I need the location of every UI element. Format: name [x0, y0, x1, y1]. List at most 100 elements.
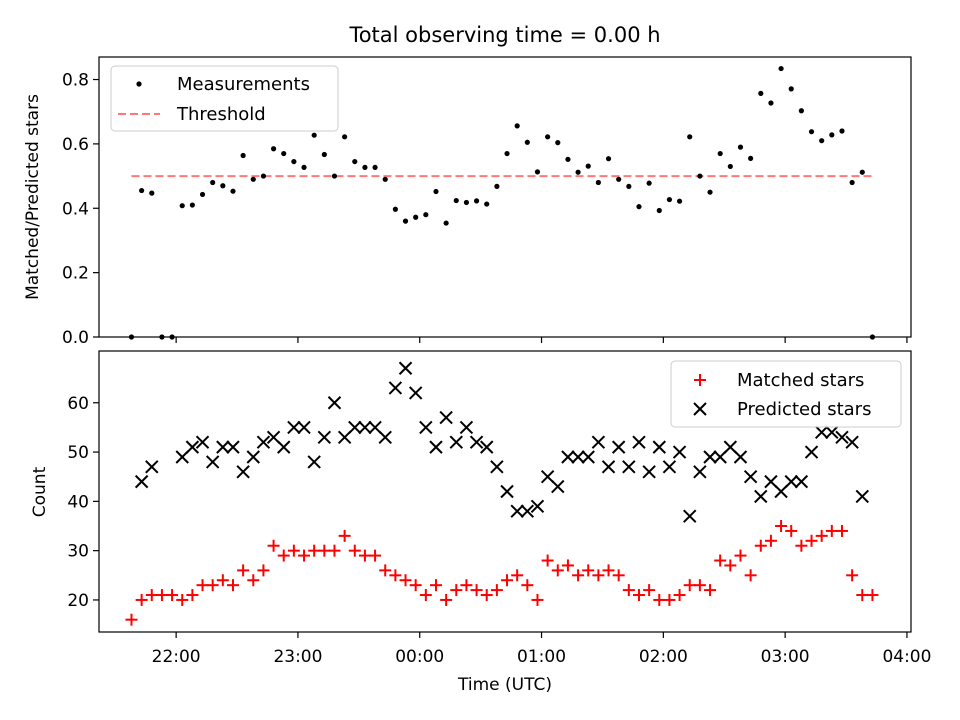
matched-star-point [196, 579, 209, 592]
matched-star-point [450, 584, 463, 597]
measurement-point [179, 203, 185, 209]
measurement-point [798, 108, 804, 114]
predicted-star-point [683, 509, 697, 523]
matched-star-point [247, 574, 260, 587]
predicted-star-point [388, 381, 403, 395]
matched-star-point [348, 544, 361, 557]
matched-star-point [714, 554, 727, 567]
predicted-x-b [510, 504, 524, 518]
measurement-point [676, 198, 683, 204]
measurement-point [737, 144, 744, 150]
legend-predicted-marker [693, 402, 707, 416]
measurement-point [697, 173, 703, 179]
predicted-star-point [845, 435, 859, 449]
matched-star-point [572, 569, 585, 582]
legend-matched-label: Matched stars [737, 370, 864, 391]
matched-star-point [399, 574, 412, 587]
matched-star-point [754, 539, 767, 552]
predicted-star-point [723, 440, 738, 454]
matched-star-point [653, 593, 666, 606]
predicted-star-point [317, 430, 332, 444]
predicted-x-b [683, 509, 697, 523]
measurement-point [636, 204, 642, 210]
predicted-star-point [287, 420, 301, 435]
predicted-star-point [774, 484, 788, 499]
predicted-star-point [784, 474, 798, 489]
matched-star-point [643, 584, 656, 597]
x-tick-label: 02:00 [639, 647, 688, 667]
matched-star-point [724, 559, 737, 572]
bottom-plot-area [125, 361, 879, 626]
predicted-x-b [337, 430, 352, 444]
predicted-x-b [581, 450, 595, 464]
measurement-point [839, 128, 845, 134]
measurement-point [362, 164, 368, 170]
measurement-point [210, 179, 216, 186]
predicted-x-b [540, 470, 555, 484]
matched-star-point [805, 534, 818, 547]
predicted-x-b [469, 435, 484, 449]
predicted-star-point [439, 410, 453, 425]
predicted-x-b [723, 440, 738, 454]
matched-star-point [521, 579, 534, 592]
matched-star-point [785, 524, 798, 537]
predicted-star-point [540, 470, 555, 484]
measurement-point [311, 132, 317, 138]
matched-star-point [602, 564, 615, 577]
measurement-point [575, 169, 581, 175]
predicted-x-b [591, 435, 606, 449]
measurement-point [189, 202, 195, 208]
measurement-point [372, 164, 378, 170]
predicted-x-b [784, 474, 798, 489]
matched-star-point [389, 569, 402, 582]
predicted-x-b [145, 460, 159, 474]
predicted-x-b [490, 460, 504, 474]
measurement-point [788, 86, 794, 92]
matched-star-point [815, 529, 828, 542]
top-y-tick-label: 0.2 [62, 264, 89, 284]
predicted-x-b [297, 420, 311, 435]
measurement-point [230, 188, 236, 194]
measurement-point [849, 179, 855, 186]
matched-star-point [318, 544, 331, 557]
predicted-x-b [713, 450, 727, 464]
predicted-x-b [693, 465, 707, 479]
top-axes-frame [98, 56, 912, 338]
predicted-x-b [317, 430, 332, 444]
measurement-point [758, 90, 764, 96]
predicted-star-point [703, 450, 717, 464]
predicted-x-b [398, 361, 413, 375]
legend-measurements-marker [136, 81, 142, 87]
predicted-star-point [205, 455, 220, 469]
measurement-point [656, 207, 662, 214]
predicted-x-b [449, 435, 463, 449]
predicted-star-point [530, 499, 545, 513]
predicted-star-point [571, 450, 585, 464]
x-tick-label: 03:00 [761, 647, 810, 667]
measurement-point [423, 212, 429, 218]
predicted-x-b [764, 474, 778, 489]
matched-star-point [206, 579, 219, 592]
predicted-star-point [256, 435, 271, 449]
predicted-x-b [754, 489, 768, 504]
matched-star-point [531, 593, 544, 606]
predicted-star-point [195, 435, 210, 449]
matched-star-point [409, 579, 422, 592]
measurement-point [382, 176, 388, 182]
predicted-x-b [216, 440, 230, 454]
matched-star-point [267, 539, 280, 552]
matched-star-point [257, 564, 270, 577]
matched-star-point [470, 584, 483, 597]
top-x-ticks [175, 337, 908, 343]
matched-star-point [693, 579, 706, 592]
predicted-x-b [277, 440, 291, 454]
predicted-star-point [693, 465, 707, 479]
matched-star-point [135, 593, 148, 606]
predicted-x-b [429, 440, 443, 454]
legend-measurements-label: Measurements [177, 74, 310, 95]
predicted-x-b [236, 465, 250, 479]
predicted-x-b [835, 430, 849, 444]
predicted-x-b [175, 450, 189, 464]
top-y-ticks: 0.0 0.2 0.4 0.6 0.8 [62, 71, 99, 348]
predicted-x-b [348, 420, 362, 435]
